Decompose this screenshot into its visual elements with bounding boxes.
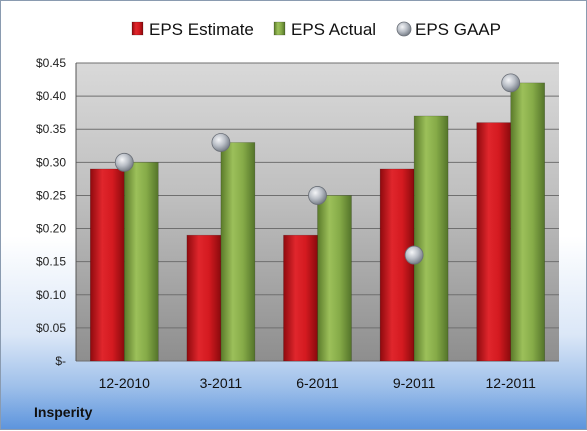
eps-estimate-bar	[283, 234, 318, 362]
eps-actual-bar	[220, 142, 256, 362]
legend-swatch	[131, 21, 144, 36]
eps-actual-bar	[124, 162, 159, 362]
eps-estimate-bar	[379, 168, 415, 362]
y-tick-label: $0.40	[36, 89, 66, 103]
bars	[90, 82, 546, 362]
eps-gaap-marker	[308, 186, 327, 205]
eps-actual-bar	[413, 115, 449, 362]
y-tick-label: $0.25	[36, 188, 66, 202]
y-tick-label: $0.20	[36, 222, 66, 236]
y-tick-label: $0.10	[36, 288, 66, 302]
legend: EPS Estimate EPS Actual EPS GAAP	[131, 20, 501, 39]
x-tick-label: 9-2011	[393, 375, 436, 391]
y-tick-label: $-	[55, 354, 66, 368]
company-name: Insperity	[34, 404, 93, 420]
eps-actual-bar	[510, 82, 546, 362]
y-axis: $0.45 $0.40 $0.35 $0.30 $0.25 $0.20 $0.15 $0.10…	[36, 56, 77, 368]
y-tick-label: $0.05	[36, 321, 66, 335]
legend-label: EPS GAAP	[415, 20, 501, 39]
x-tick-label: 6-2011	[296, 375, 339, 391]
legend-swatch	[273, 21, 286, 36]
x-tick-label: 12-2011	[486, 375, 537, 391]
legend-label: EPS Estimate	[149, 20, 254, 39]
y-tick-label: $0.45	[36, 56, 66, 70]
eps-gaap-marker	[211, 133, 231, 152]
x-tick-label: 3-2011	[200, 375, 243, 391]
gaap-markers	[114, 73, 521, 265]
eps-estimate-bar	[476, 122, 512, 362]
eps-actual-bar	[317, 195, 352, 362]
x-axis: 12-2010 3-2011 6-2011 9-2011 12-2011	[99, 375, 536, 391]
x-tick-label: 12-2010	[99, 375, 151, 391]
eps-gaap-marker	[501, 73, 521, 93]
eps-estimate-bar	[186, 234, 222, 362]
y-tick-label: $0.30	[36, 155, 66, 169]
eps-gaap-marker	[114, 152, 134, 172]
y-tick-label: $0.15	[36, 255, 66, 269]
legend-label: EPS Actual	[291, 20, 376, 39]
eps-gaap-marker	[404, 245, 424, 265]
legend-swatch	[396, 21, 412, 37]
y-tick-label: $0.35	[36, 122, 66, 136]
eps-estimate-bar	[90, 168, 125, 362]
